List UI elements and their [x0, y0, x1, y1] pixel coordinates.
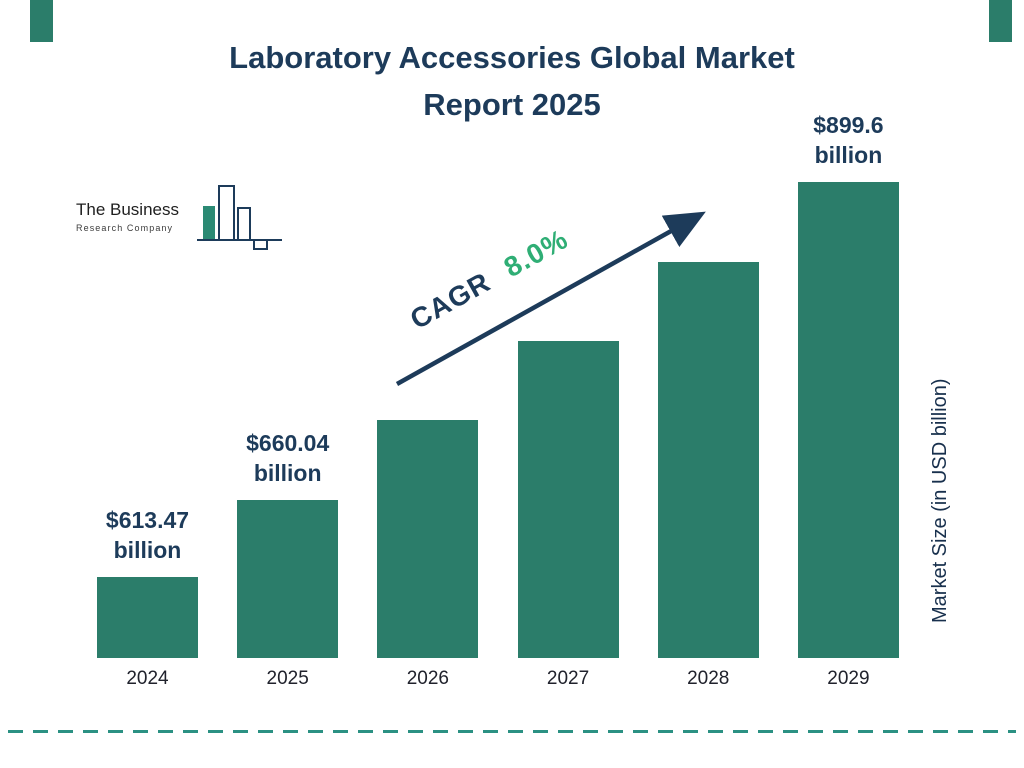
bar-column-2025: $660.04 billion 2025: [237, 102, 339, 690]
page-title-line1: Laboratory Accessories Global Market: [229, 40, 795, 75]
x-axis-label-2027: 2027: [546, 668, 590, 689]
bars-row: $613.47 billion 2024 $660.04 billion 2025 2026…: [97, 102, 899, 690]
bar-2024: [97, 577, 198, 658]
logo-bars-icon: [197, 185, 282, 250]
bottom-dashed-divider: [8, 730, 1016, 733]
logo-text-line2: Research Company: [76, 223, 173, 233]
x-axis-label-2025: 2025: [266, 668, 309, 689]
page-title-line2: Report 2025: [423, 87, 601, 122]
bar-column-2028: 2028: [657, 102, 759, 690]
x-axis-label-2026: 2026: [406, 668, 450, 689]
bar-value-label-2025: $660.04 billion: [246, 430, 330, 486]
logo-text-line1: The Business: [76, 200, 179, 219]
bar-column-2026: 2026: [377, 102, 479, 690]
logo: The Business Research Company: [76, 182, 288, 257]
y-axis-title: Market Size (in USD billion): [929, 378, 951, 624]
bar-2026: [377, 420, 479, 658]
bar-column-2029: $899.6 billion 2029: [797, 102, 899, 690]
bar-2025: [237, 500, 339, 658]
bar-column-2024: $613.47 billion 2024: [97, 102, 198, 690]
bar-2027: [517, 341, 619, 658]
logo-graphic: The Business Research Company: [76, 185, 282, 250]
bar-2029: [797, 182, 899, 658]
corner-accent-left: [30, 0, 53, 42]
bar-value-label-2029: $899.6 billion: [813, 112, 884, 168]
x-axis-label-2028: 2028: [687, 668, 730, 689]
bar-2028: [657, 262, 759, 658]
bar-value-label-2024: $613.47 billion: [105, 507, 190, 563]
x-axis-label-2029: 2029: [827, 668, 870, 689]
bar-column-2027: 2027: [517, 102, 619, 690]
corner-accent-right: [989, 0, 1012, 42]
x-axis-label-2024: 2024: [126, 668, 169, 689]
page-title: Laboratory Accessories Global Market Rep…: [0, 34, 1024, 128]
